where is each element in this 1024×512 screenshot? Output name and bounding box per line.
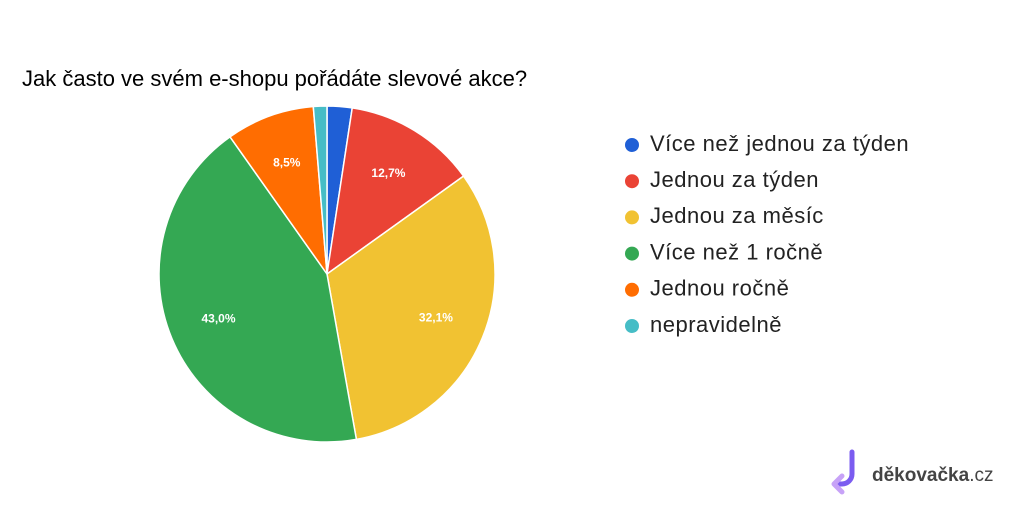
watermark: děkovačka.cz [872,465,993,486]
pie-slice [228,105,328,277]
chart-title: Jak často ve svém e-shopu pořádáte slevo… [22,66,527,91]
legend-label: Více než jednou za týden [650,131,909,156]
watermark-brand: děkovačka [872,465,970,486]
data-label: 8,5% [273,156,301,170]
logo-icon [833,449,855,487]
pie-slice [326,175,496,441]
legend-marker [625,210,639,225]
logo: děkovačka.cz [831,449,993,495]
legend-marker [625,319,639,333]
data-label: 12,7% [371,166,405,180]
legend-label: Jednou za týden [650,167,819,192]
legend-label: Více než 1 ročně [650,239,823,264]
legend-label: nepravidelně [650,312,782,337]
legend-marker [625,246,639,261]
legend-label: Jednou ročně [650,276,789,301]
data-label: 32,1% [419,310,453,324]
legend-marker [625,138,639,152]
legend-marker [625,282,639,297]
data-label: 43,0% [201,312,235,326]
pie-slice [312,105,328,275]
legend-marker [625,174,639,189]
pie-slice [158,135,358,443]
logo-icon [831,473,845,495]
legend-label: Jednou za měsíc [650,203,824,228]
watermark-domain: .cz [969,465,993,486]
pie-slice [325,107,465,276]
